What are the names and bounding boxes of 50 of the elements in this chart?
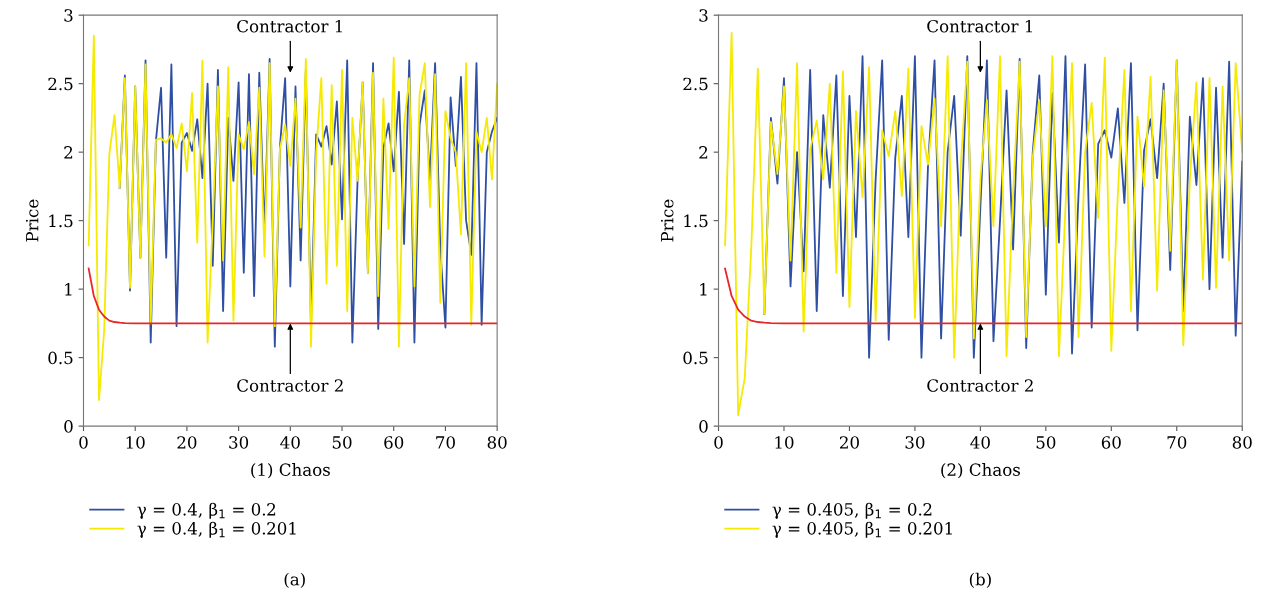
legend-label: γ = 0.4, β$_{1}$ = 0.2 bbox=[137, 502, 276, 519]
annotation: Contractor 2 bbox=[237, 379, 343, 392]
y-tick-label: 0.5 bbox=[48, 351, 73, 365]
x-tick-label: 0 bbox=[714, 436, 723, 449]
y-tick-label: 1 bbox=[65, 283, 72, 296]
x-tick-label: 40 bbox=[280, 436, 300, 449]
line-series bbox=[87, 34, 498, 401]
annotation: Contractor 1 bbox=[237, 19, 342, 33]
x-tick-label: 60 bbox=[1101, 436, 1121, 449]
x-tick-label: 80 bbox=[1232, 436, 1252, 449]
y-tick-label: 1 bbox=[700, 283, 707, 296]
y-tick-label: 2.5 bbox=[683, 77, 708, 91]
y-tick-label: 2 bbox=[699, 146, 708, 159]
x-tick-label: 70 bbox=[436, 436, 455, 449]
y-axis-title: Price bbox=[25, 199, 39, 242]
x-tick-label: 40 bbox=[970, 436, 990, 449]
legend-label: γ = 0.4, β$_{1}$ = 0.201 bbox=[137, 521, 296, 538]
y-tick-label: 2 bbox=[64, 146, 73, 159]
annotation: Contractor 1 bbox=[927, 19, 1033, 33]
line-series bbox=[724, 267, 1243, 325]
y-tick-label: 3 bbox=[699, 9, 708, 22]
x-tick-label: 50 bbox=[1036, 436, 1056, 449]
y-tick-label: 2.5 bbox=[48, 77, 73, 91]
x-tick-label: 10 bbox=[775, 436, 794, 449]
x-tick-label: 20 bbox=[177, 436, 197, 449]
legend-label: γ = 0.405, β$_{1}$ = 0.2 bbox=[772, 502, 932, 519]
text: (b) bbox=[969, 572, 991, 588]
line-series bbox=[87, 267, 498, 325]
y-tick-label: 3 bbox=[64, 9, 73, 22]
y-tick-label: 0.5 bbox=[683, 351, 708, 365]
x-tick-label: 10 bbox=[126, 436, 145, 449]
x-tick-label: 30 bbox=[905, 436, 925, 449]
x-tick-label: 80 bbox=[487, 436, 507, 449]
y-tick-label: 0 bbox=[699, 420, 708, 433]
x-tick-label: 70 bbox=[1167, 436, 1187, 449]
x-tick-label: 50 bbox=[332, 436, 352, 449]
y-tick-label: 0 bbox=[64, 420, 73, 433]
x-axis-title: (2) Chaos bbox=[941, 463, 1020, 479]
x-tick-label: 30 bbox=[229, 436, 249, 449]
y-tick-label: 1.5 bbox=[49, 214, 73, 228]
x-tick-label: 0 bbox=[79, 436, 88, 449]
annotation: Contractor 2 bbox=[927, 379, 1033, 392]
text: (a) bbox=[284, 572, 305, 588]
line-series bbox=[724, 32, 1243, 417]
x-tick-label: 60 bbox=[384, 436, 404, 449]
x-tick-label: 20 bbox=[839, 436, 859, 449]
x-axis-title: (1) Chaos bbox=[251, 463, 330, 479]
legend-label: γ = 0.405, β$_{1}$ = 0.201 bbox=[772, 521, 952, 538]
y-axis-title: Price bbox=[661, 199, 674, 242]
y-tick-label: 1.5 bbox=[684, 214, 708, 228]
